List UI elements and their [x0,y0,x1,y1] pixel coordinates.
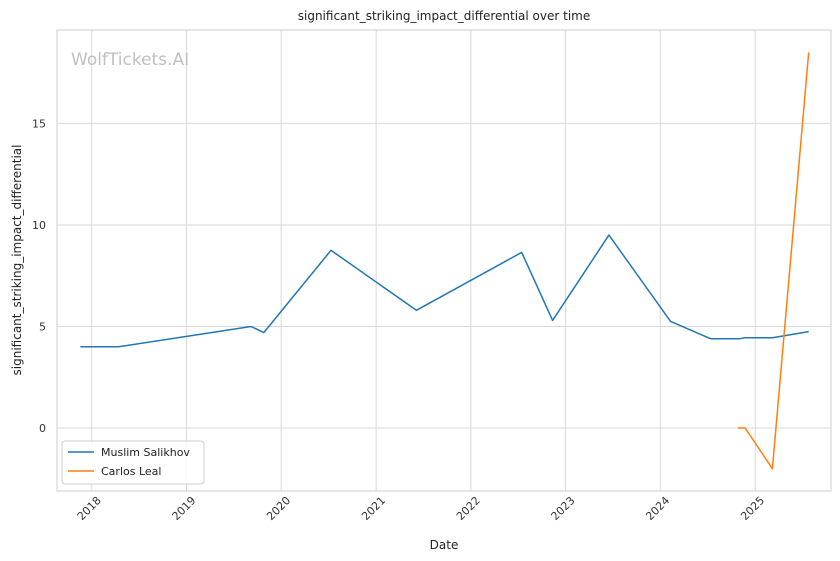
gridlines [57,30,831,491]
y-tick-label: 0 [39,422,46,435]
y-tick-label: 5 [39,321,46,334]
watermark-text: WolfTickets.AI [71,50,189,70]
series-line-muslim-salikhov [80,234,809,348]
legend: Muslim Salikhov Carlos Leal [61,440,205,485]
series-layer [80,52,810,470]
series-line-carlos-leal [737,52,810,470]
y-axis-label: significant_striking_impact_differential [10,145,24,376]
chart-title: significant_striking_impact_differential… [298,9,590,23]
x-axis-label: Date [430,538,459,552]
plot-frame [56,29,832,492]
y-tick-label: 10 [32,219,46,232]
legend-label-muslim-salikhov: Muslim Salikhov [101,446,190,459]
legend-box [61,440,205,485]
legend-label-carlos-leal: Carlos Leal [101,465,161,478]
y-tick-label: 15 [32,117,46,130]
